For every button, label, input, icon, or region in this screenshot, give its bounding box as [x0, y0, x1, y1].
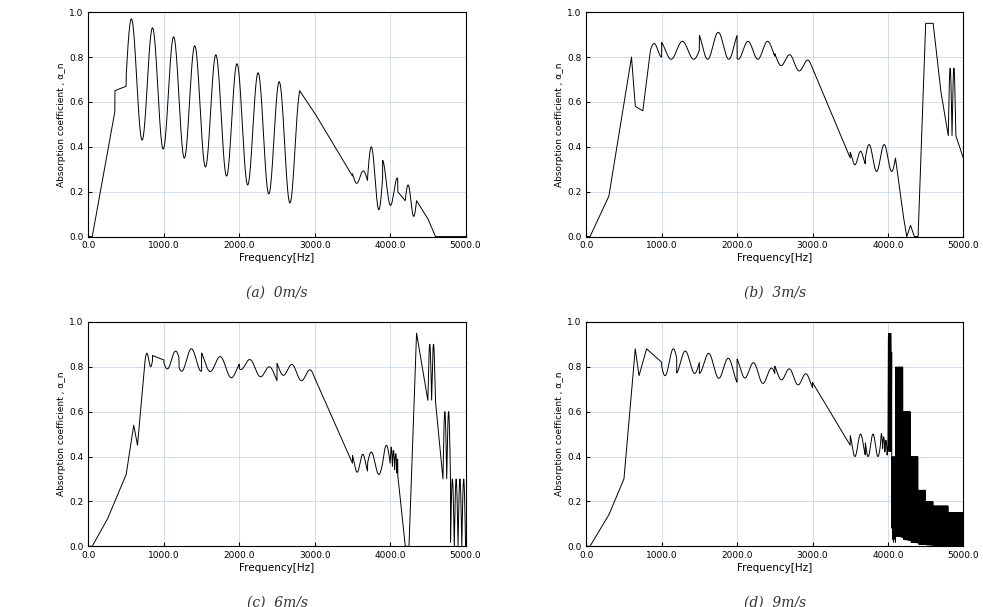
X-axis label: Frequency[Hz]: Frequency[Hz] — [737, 253, 812, 263]
X-axis label: Frequency[Hz]: Frequency[Hz] — [240, 253, 315, 263]
Text: (c)  6m/s: (c) 6m/s — [247, 595, 308, 607]
Text: (a)  0m/s: (a) 0m/s — [247, 286, 308, 300]
Y-axis label: Absorption coefficient , α_n: Absorption coefficient , α_n — [57, 372, 67, 497]
X-axis label: Frequency[Hz]: Frequency[Hz] — [737, 563, 812, 573]
Y-axis label: Absorption coefficient , α_n: Absorption coefficient , α_n — [555, 372, 564, 497]
Text: (b)  3m/s: (b) 3m/s — [744, 286, 806, 300]
Y-axis label: Absorption coefficient , α_n: Absorption coefficient , α_n — [57, 62, 67, 186]
Text: (d)  9m/s: (d) 9m/s — [744, 595, 806, 607]
Y-axis label: Absorption coefficient , α_n: Absorption coefficient , α_n — [555, 62, 564, 186]
X-axis label: Frequency[Hz]: Frequency[Hz] — [240, 563, 315, 573]
